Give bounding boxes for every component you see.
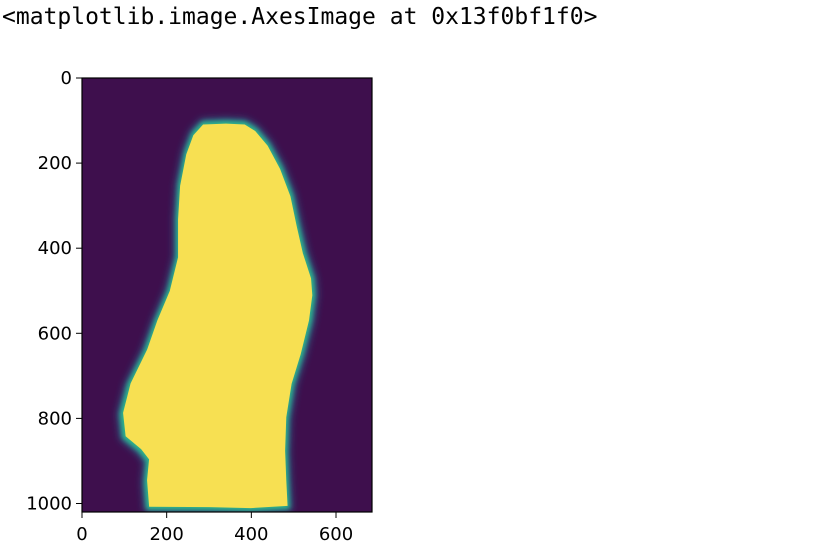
y-tick-label: 600 xyxy=(38,323,72,344)
axes-frame xyxy=(81,77,373,513)
mask-region xyxy=(123,123,313,509)
x-tick-label: 0 xyxy=(76,524,87,545)
y-tick-label: 800 xyxy=(38,408,72,429)
y-tick-label: 200 xyxy=(38,153,72,174)
y-tick-label: 400 xyxy=(38,238,72,259)
x-tick-label: 600 xyxy=(319,524,353,545)
x-tick-label: 400 xyxy=(234,524,268,545)
cell-output-text: <matplotlib.image.AxesImage at 0x13f0bf1… xyxy=(2,4,598,30)
y-tick-label: 1000 xyxy=(26,493,72,514)
y-tick-label: 0 xyxy=(61,68,72,89)
x-tick-label: 200 xyxy=(149,524,183,545)
